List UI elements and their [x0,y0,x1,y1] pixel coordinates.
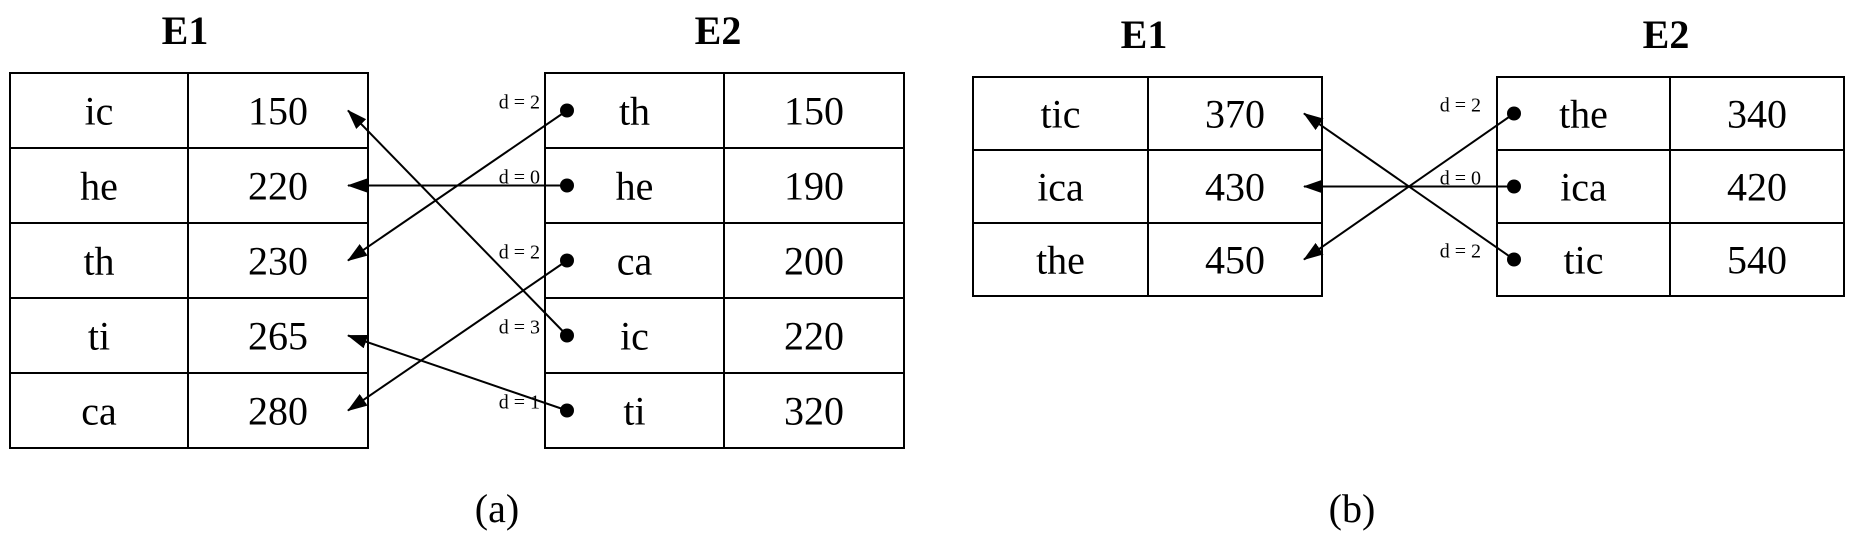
panel-b-link-dot [1507,179,1521,194]
panel-b-e2-value-cell: 540 [1727,238,1787,283]
panel-a-e2-value-cell: 150 [784,89,844,134]
panel-a-link-dot [560,328,574,343]
panel-a: E1 E2 ic 150 he 220 th 230 ti 265 ca 280 th 150 he 1… [9,8,905,531]
panel-a-e2-key-cell: ca [617,239,653,284]
panel-b-e2-key-cell: the [1559,92,1608,137]
panel-b-e2-value-cell: 340 [1727,92,1787,137]
panel-a-e2-key-cell: th [619,89,650,134]
panel-b-e1-value-cell: 430 [1205,165,1265,210]
panel-a-e2-value-cell: 190 [784,164,844,209]
panel-a-distance-label: d = 2 [499,92,540,114]
panel-a-e1-key-cell: he [80,164,118,209]
panel-b-link-dot [1507,252,1521,267]
panel-b-e1-key-cell: the [1036,238,1085,283]
panel-b-e1-key-cell: ica [1037,165,1084,210]
panel-a-e1-key-cell: ti [88,314,110,359]
panel-b-caption: (b) [1329,486,1376,531]
panel-a-distance-label: d = 0 [499,167,540,189]
panel-b-link-arrow [1303,112,1515,261]
panel-a-e1-value-cell: 230 [248,239,308,284]
panel-b-e1-key-cell: tic [1041,92,1081,137]
panel-a-link-arrow [347,334,568,412]
panel-a-link-dot [560,253,574,268]
panel-a-links: d = 2 d = 0 d = 2 d = 3 d = 1 [347,92,574,418]
panel-a-e1-key-cell: th [83,239,114,284]
panel-a-e1-key-cell: ca [81,389,117,434]
panel-a-e2-key-cell: he [616,164,654,209]
panel-a-e1-value-cell: 280 [248,389,308,434]
panel-b-distance-label: d = 2 [1440,95,1481,117]
panel-a-distance-label: d = 1 [499,392,540,414]
panel-a-e1-value-cell: 265 [248,314,308,359]
panel-a-distance-label: d = 3 [499,317,540,339]
panel-b-e1-title: E1 [1121,12,1168,57]
panel-b-e2-table: the 340 ica 420 tic 540 [1496,76,1845,297]
panel-a-e2-table: th 150 he 190 ca 200 ic 220 ti 320 [544,72,905,449]
panel-a-e2-title: E2 [695,8,742,53]
panel-b-e1-value-cell: 450 [1205,238,1265,283]
panel-b-e1-value-cell: 370 [1205,92,1265,137]
panel-a-e2-key-cell: ic [620,314,649,359]
panel-a-e2-value-cell: 200 [784,239,844,284]
panel-a-e2-value-cell: 220 [784,314,844,359]
panel-a-link-dot [560,178,574,193]
panel-b-e1-table: tic 370 ica 430 the 450 [972,76,1323,297]
panel-b-distance-label: d = 2 [1440,241,1481,263]
panel-b-links: d = 2 d = 0 d = 2 [1303,95,1521,267]
panel-a-distance-label: d = 2 [499,242,540,264]
panel-a-link-arrow [347,259,568,412]
panel-a-e2-key-cell: ti [623,389,645,434]
panel-a-e1-title: E1 [162,8,209,53]
panel-b-e2-title: E2 [1643,12,1690,57]
panel-b: E1 E2 tic 370 ica 430 the 450 the 340 ica 420 tic… [972,12,1845,531]
panel-a-e1-value-cell: 150 [248,89,308,134]
panel-b-e2-key-cell: ica [1560,165,1607,210]
panel-b-distance-label: d = 0 [1440,168,1481,190]
panel-b-link-dot [1507,106,1521,121]
panel-a-link-dot [560,403,574,418]
panel-a-e1-key-cell: ic [85,89,114,134]
panel-a-link-dot [560,103,574,118]
panel-a-e2-value-cell: 320 [784,389,844,434]
panel-b-e2-key-cell: tic [1564,238,1604,283]
panel-a-e1-table: ic 150 he 220 th 230 ti 265 ca 280 [9,72,369,449]
panel-b-e2-value-cell: 420 [1727,165,1787,210]
panel-a-e1-value-cell: 220 [248,164,308,209]
panel-a-link-arrow [347,109,568,337]
panel-a-caption: (a) [475,486,519,531]
